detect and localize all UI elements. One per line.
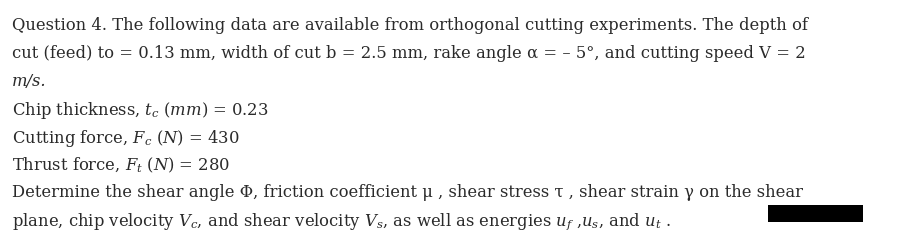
Text: plane, chip velocity $V_c$, and shear velocity $V_s$, as well as energies $u_f$ : plane, chip velocity $V_c$, and shear ve… (12, 211, 671, 232)
Text: Question 4. The following data are available from orthogonal cutting experiments: Question 4. The following data are avail… (12, 17, 808, 34)
Text: Cutting force, $F_c$ $(N)$ = 430: Cutting force, $F_c$ $(N)$ = 430 (12, 128, 239, 149)
Text: Chip thickness, $t_c$ $(mm)$ = 0.23: Chip thickness, $t_c$ $(mm)$ = 0.23 (12, 100, 268, 121)
Text: Thrust force, $F_t$ $(N)$ = 280: Thrust force, $F_t$ $(N)$ = 280 (12, 156, 230, 175)
Text: plane, chip velocity $V_c$, and shear velocity $V_s$, as well as energies $u_f$ : plane, chip velocity $V_c$, and shear ve… (12, 211, 671, 232)
Text: m/s.: m/s. (12, 72, 46, 89)
Text: Determine the shear angle Φ, friction coefficient μ , shear stress τ , shear str: Determine the shear angle Φ, friction co… (12, 184, 803, 201)
Text: cut (feed) to = 0.13 mm, width of cut b = 2.5 mm, rake angle α = – 5°, and cutti: cut (feed) to = 0.13 mm, width of cut b … (12, 45, 805, 62)
Bar (768, 205, 863, 222)
